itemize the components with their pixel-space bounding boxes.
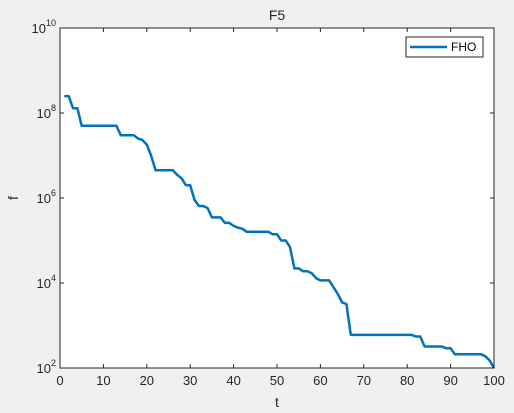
y-tick-exponent: 6 bbox=[51, 188, 56, 198]
chart-title: F5 bbox=[269, 7, 286, 23]
series-line-fho bbox=[64, 94, 496, 369]
x-tick-label: 30 bbox=[183, 373, 197, 388]
y-tick-exponent: 10 bbox=[46, 18, 56, 28]
y-tick-base: 10 bbox=[37, 106, 51, 121]
legend-label-fho: FHO bbox=[451, 40, 476, 54]
y-tick-base: 10 bbox=[37, 361, 51, 376]
x-tick-label: 90 bbox=[443, 373, 457, 388]
plot-area bbox=[60, 28, 494, 368]
x-tick-label: 70 bbox=[357, 373, 371, 388]
x-tick-label: 20 bbox=[140, 373, 154, 388]
y-tick-label: 104 bbox=[37, 273, 56, 291]
y-tick-exponent: 4 bbox=[51, 273, 56, 283]
y-tick-label: 106 bbox=[37, 188, 56, 206]
plot-frame bbox=[59, 27, 495, 369]
y-tick-label: 108 bbox=[37, 103, 56, 121]
x-tick-label: 0 bbox=[56, 373, 63, 388]
y-tick-exponent: 2 bbox=[51, 358, 56, 368]
series-layer bbox=[64, 94, 496, 369]
legend: FHO bbox=[405, 36, 484, 58]
x-tick-label: 50 bbox=[270, 373, 284, 388]
y-tick-exponent: 8 bbox=[51, 103, 56, 113]
x-axis-label: t bbox=[275, 394, 279, 410]
x-tick-label: 100 bbox=[483, 373, 505, 388]
y-tick-base: 10 bbox=[32, 21, 46, 36]
x-tick-label: 60 bbox=[313, 373, 327, 388]
y-tick-base: 10 bbox=[37, 276, 51, 291]
y-axis-label: f bbox=[5, 196, 21, 200]
x-tick-label: 40 bbox=[226, 373, 240, 388]
x-axis-ticks: 0 10 20 30 40 50 60 70 80 90 100 bbox=[56, 28, 505, 388]
x-tick-label: 80 bbox=[400, 373, 414, 388]
x-tick-label: 10 bbox=[96, 373, 110, 388]
y-tick-label: 102 bbox=[37, 358, 56, 376]
y-tick-label: 1010 bbox=[32, 18, 56, 36]
y-tick-base: 10 bbox=[37, 191, 51, 206]
